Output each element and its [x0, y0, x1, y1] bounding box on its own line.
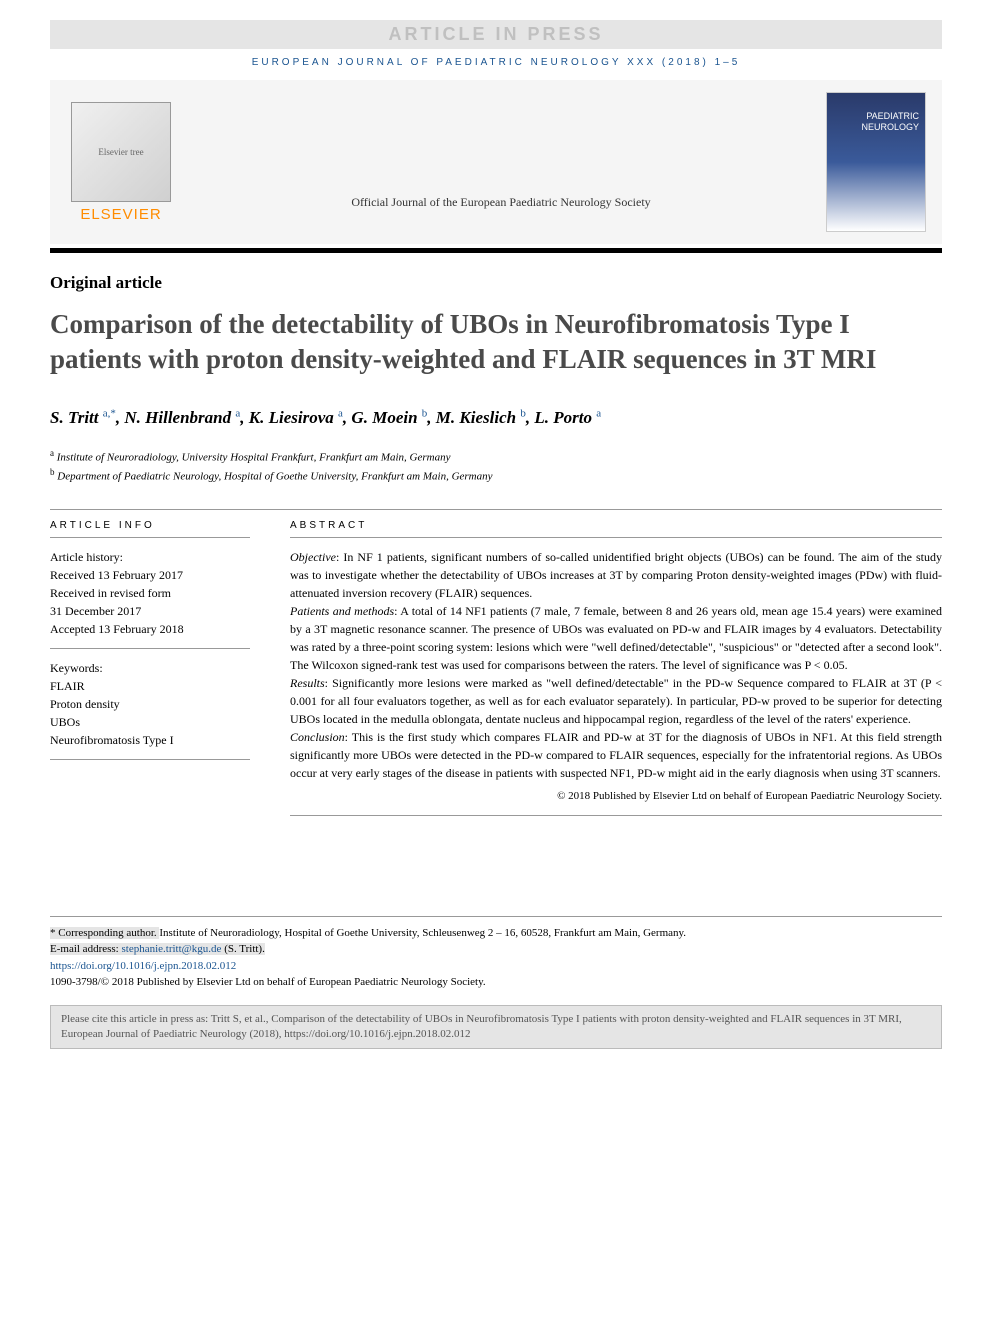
article-info-heading: ARTICLE INFO — [50, 510, 250, 538]
black-divider — [50, 248, 942, 253]
keyword-item: UBOs — [50, 713, 250, 731]
keyword-item: Proton density — [50, 695, 250, 713]
press-banner: ARTICLE IN PRESS — [50, 20, 942, 49]
email-footnote: E-mail address: stephanie.tritt@kgu.de (… — [50, 941, 942, 958]
keywords-label: Keywords: — [50, 659, 250, 677]
email-author: (S. Tritt). — [224, 943, 265, 955]
keywords-block: Keywords: FLAIRProton densityUBOsNeurofi… — [50, 659, 250, 760]
elsevier-tree-icon: Elsevier tree — [71, 102, 171, 202]
affiliation-item: a Institute of Neuroradiology, Universit… — [50, 447, 942, 466]
keyword-item: FLAIR — [50, 677, 250, 695]
journal-tagline: Official Journal of the European Paediat… — [176, 115, 826, 210]
email-label: E-mail address: — [50, 943, 119, 955]
article-history-block: Article history: Received 13 February 20… — [50, 548, 250, 649]
info-abstract-row: ARTICLE INFO Article history: Received 1… — [50, 509, 942, 816]
journal-reference: EUROPEAN JOURNAL OF PAEDIATRIC NEUROLOGY… — [50, 57, 942, 68]
article-title: Comparison of the detectability of UBOs … — [50, 307, 942, 377]
abstract-body: Objective: In NF 1 patients, significant… — [290, 548, 942, 816]
corresponding-text: Institute of Neuroradiology, Hospital of… — [159, 927, 686, 939]
cover-title: PAEDIATRIC NEUROLOGY — [827, 111, 919, 133]
corresponding-author-footnote: * Corresponding author. Institute of Neu… — [50, 925, 942, 942]
history-line: Accepted 13 February 2018 — [50, 620, 250, 638]
journal-header: Elsevier tree ELSEVIER Official Journal … — [50, 80, 942, 244]
history-line: 31 December 2017 — [50, 602, 250, 620]
abstract-copyright: © 2018 Published by Elsevier Ltd on beha… — [290, 788, 942, 805]
publisher-logo-block: Elsevier tree ELSEVIER — [66, 102, 176, 223]
keyword-item: Neurofibromatosis Type I — [50, 731, 250, 749]
footnote-block: * Corresponding author. Institute of Neu… — [50, 916, 942, 991]
history-line: Received in revised form — [50, 584, 250, 602]
issn-footnote: 1090-3798/© 2018 Published by Elsevier L… — [50, 974, 942, 991]
abstract-heading: ABSTRACT — [290, 510, 942, 538]
abstract-section: Patients and methods: A total of 14 NF1 … — [290, 602, 942, 674]
page-container: ARTICLE IN PRESS EUROPEAN JOURNAL OF PAE… — [0, 0, 992, 1079]
abstract-column: ABSTRACT Objective: In NF 1 patients, si… — [290, 510, 942, 816]
doi-link[interactable]: https://doi.org/10.1016/j.ejpn.2018.02.0… — [50, 960, 236, 972]
history-label: Article history: — [50, 548, 250, 566]
article-type: Original article — [50, 273, 942, 293]
journal-cover-thumbnail: PAEDIATRIC NEUROLOGY — [826, 92, 926, 232]
citation-box: Please cite this article in press as: Tr… — [50, 1005, 942, 1050]
affiliation-item: b Department of Paediatric Neurology, Ho… — [50, 466, 942, 485]
abstract-section: Conclusion: This is the first study whic… — [290, 728, 942, 782]
author-list: S. Tritt a,*, N. Hillenbrand a, K. Liesi… — [50, 405, 942, 431]
doi-footnote: https://doi.org/10.1016/j.ejpn.2018.02.0… — [50, 958, 942, 975]
press-text: ARTICLE IN PRESS — [388, 24, 603, 44]
corresponding-label: * Corresponding author. — [50, 927, 157, 939]
history-line: Received 13 February 2017 — [50, 566, 250, 584]
affiliation-list: a Institute of Neuroradiology, Universit… — [50, 447, 942, 485]
article-info-column: ARTICLE INFO Article history: Received 1… — [50, 510, 250, 816]
abstract-section: Objective: In NF 1 patients, significant… — [290, 548, 942, 602]
abstract-section: Results: Significantly more lesions were… — [290, 674, 942, 728]
email-link[interactable]: stephanie.tritt@kgu.de — [121, 943, 221, 955]
publisher-name: ELSEVIER — [80, 206, 161, 223]
